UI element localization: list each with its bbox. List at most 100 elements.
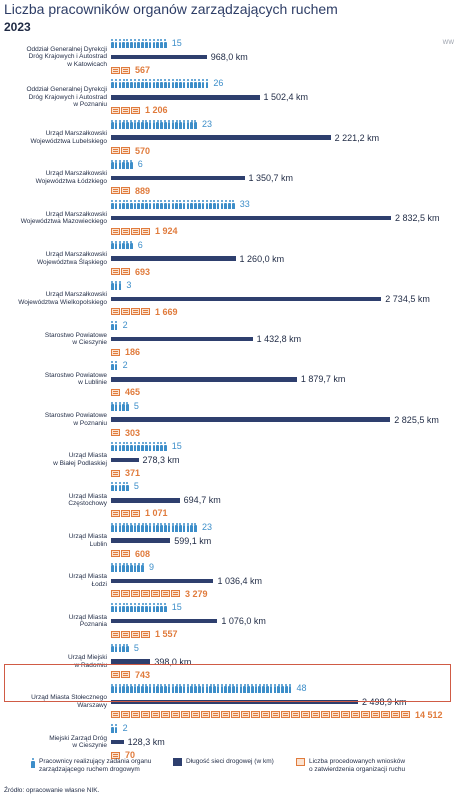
requests-mark: 570 [111, 145, 150, 157]
requests-mark: 186 [111, 346, 140, 358]
person-icon [205, 683, 209, 693]
document-icon [231, 711, 240, 719]
person-icon [111, 603, 114, 613]
requests-value: 693 [135, 266, 151, 277]
legend-item-employees: Pracownicy realizujący zadania organu za… [31, 758, 151, 773]
employees-mark: 33 [111, 198, 250, 210]
person-icon [160, 522, 163, 532]
person-icon [179, 522, 182, 532]
document-icon [161, 711, 170, 719]
person-icon [213, 200, 216, 210]
person-icon [111, 321, 114, 331]
employees-mark: 6 [111, 239, 143, 251]
category-label: Urząd Marszałkowski Województwa Lubelski… [30, 130, 107, 145]
person-icon [228, 200, 231, 210]
document-icon [261, 711, 270, 719]
document-icon [121, 630, 130, 638]
person-icon [133, 119, 137, 129]
requests-value: 1 206 [145, 105, 168, 116]
category-group: Urząd Miejski w Radomiu 5 398,0 km 743 [0, 639, 459, 685]
person-icon [114, 643, 118, 653]
person-icon [122, 159, 125, 169]
road-length-row: 599,1 km [111, 536, 211, 546]
person-icon [114, 562, 118, 572]
person-icon [152, 119, 156, 129]
document-icon [201, 711, 210, 719]
person-icon [186, 683, 190, 693]
document-icon [131, 630, 140, 638]
employees-mark: 48 [111, 682, 307, 694]
document-icon [121, 550, 130, 558]
person-icon [122, 683, 125, 693]
person-icon [167, 119, 171, 129]
requests-mark: 743 [111, 669, 150, 681]
person-icon [148, 79, 152, 89]
person-icon [171, 522, 175, 532]
person-icon [141, 119, 144, 129]
person-icon [152, 39, 156, 48]
person-icon [111, 200, 114, 210]
legend-item-requests: Liczba procedowanych wniosków o zatwierd… [296, 758, 405, 773]
person-icon [126, 482, 129, 492]
person-icon [114, 240, 118, 250]
document-icon [131, 509, 140, 517]
person-icon [111, 240, 114, 250]
requests-mark: 1 206 [111, 104, 168, 116]
person-icon [288, 683, 292, 693]
person-icon [148, 522, 152, 532]
person-icon [148, 442, 152, 451]
person-icon [152, 603, 156, 613]
person-icon [175, 79, 178, 89]
road-length-row: 2 734,5 km [111, 294, 430, 304]
road-length-row: 1 432,8 km [111, 334, 301, 344]
document-icon [331, 711, 340, 719]
person-icon [137, 442, 140, 451]
person-icon [152, 79, 156, 89]
person-icon [137, 683, 140, 693]
employees-value: 48 [296, 682, 307, 693]
requests-value: 70 [125, 750, 136, 761]
person-icon [118, 159, 122, 169]
person-icon [126, 442, 129, 451]
document-icon [251, 711, 260, 719]
person-icon [156, 200, 159, 210]
document-icon [111, 268, 120, 275]
person-icon [118, 522, 122, 532]
requests-value: 889 [135, 185, 151, 196]
person-icon [254, 683, 258, 693]
person-icon [156, 683, 159, 693]
requests-value: 567 [135, 65, 151, 75]
document-icon [181, 711, 190, 719]
document-icon [301, 711, 310, 719]
person-icon [122, 482, 125, 492]
person-icon [111, 482, 114, 492]
document-icon [111, 509, 120, 517]
road-length-row: 1 350,7 km [111, 173, 293, 183]
road-length-bar [111, 498, 180, 503]
person-icon [160, 39, 163, 48]
road-length-bar [111, 215, 391, 221]
highlight-frame-warszawa [4, 664, 451, 702]
legend: Pracownicy realizujący zadania organu za… [0, 758, 459, 784]
requests-value: 465 [125, 387, 141, 398]
person-icon [186, 119, 190, 129]
category-label: Urząd Marszałkowski Województwa Łódzkieg… [35, 170, 107, 185]
document-icon [111, 711, 120, 719]
person-icon [224, 683, 227, 693]
person-icon [148, 119, 152, 129]
person-icon [118, 401, 122, 411]
document-icon [361, 711, 370, 719]
person-icon [118, 79, 122, 89]
person-icon [194, 200, 197, 210]
person-icon [118, 643, 122, 653]
requests-mark: 567 [111, 64, 150, 76]
person-icon [141, 39, 144, 48]
document-icon [341, 711, 350, 719]
person-icon [243, 683, 246, 693]
person-icon [148, 683, 152, 693]
person-icon [129, 79, 133, 89]
road-length-row: 1 036,4 km [111, 576, 262, 586]
employees-mark: 26 [111, 77, 223, 89]
person-icon [137, 39, 140, 48]
person-icon [201, 200, 205, 210]
